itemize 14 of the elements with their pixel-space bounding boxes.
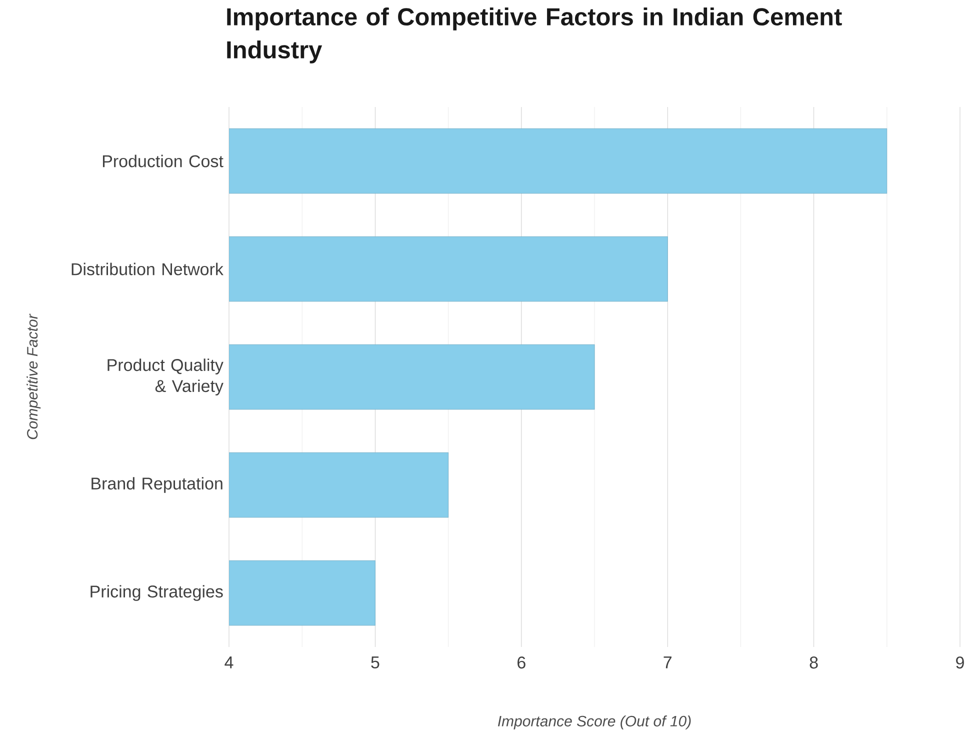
- x-tick-label: 5: [371, 656, 380, 668]
- y-tick-label: Brand Reputation: [92, 477, 222, 493]
- x-tick-label: 9: [956, 656, 964, 669]
- chart-title: Importance of Competitive Factors in Indian Cement Industry: [227, 8, 842, 64]
- y-tick-label: Production Cost: [102, 154, 224, 168]
- y-tick-label: Pricing Strategies: [90, 585, 223, 601]
- y-axis-title: Competitive Factor: [26, 314, 41, 440]
- y-tick-label: Product Quality & Variety: [108, 358, 224, 396]
- x-tick-label: 8: [810, 656, 818, 669]
- x-tick-label: 7: [664, 656, 672, 668]
- x-tick-label: 4: [224, 656, 234, 668]
- x-tick-label: 6: [518, 656, 526, 669]
- y-tick-label: Distribution Network: [72, 262, 224, 276]
- x-axis-title: Importance Score (Out of 10): [498, 715, 691, 730]
